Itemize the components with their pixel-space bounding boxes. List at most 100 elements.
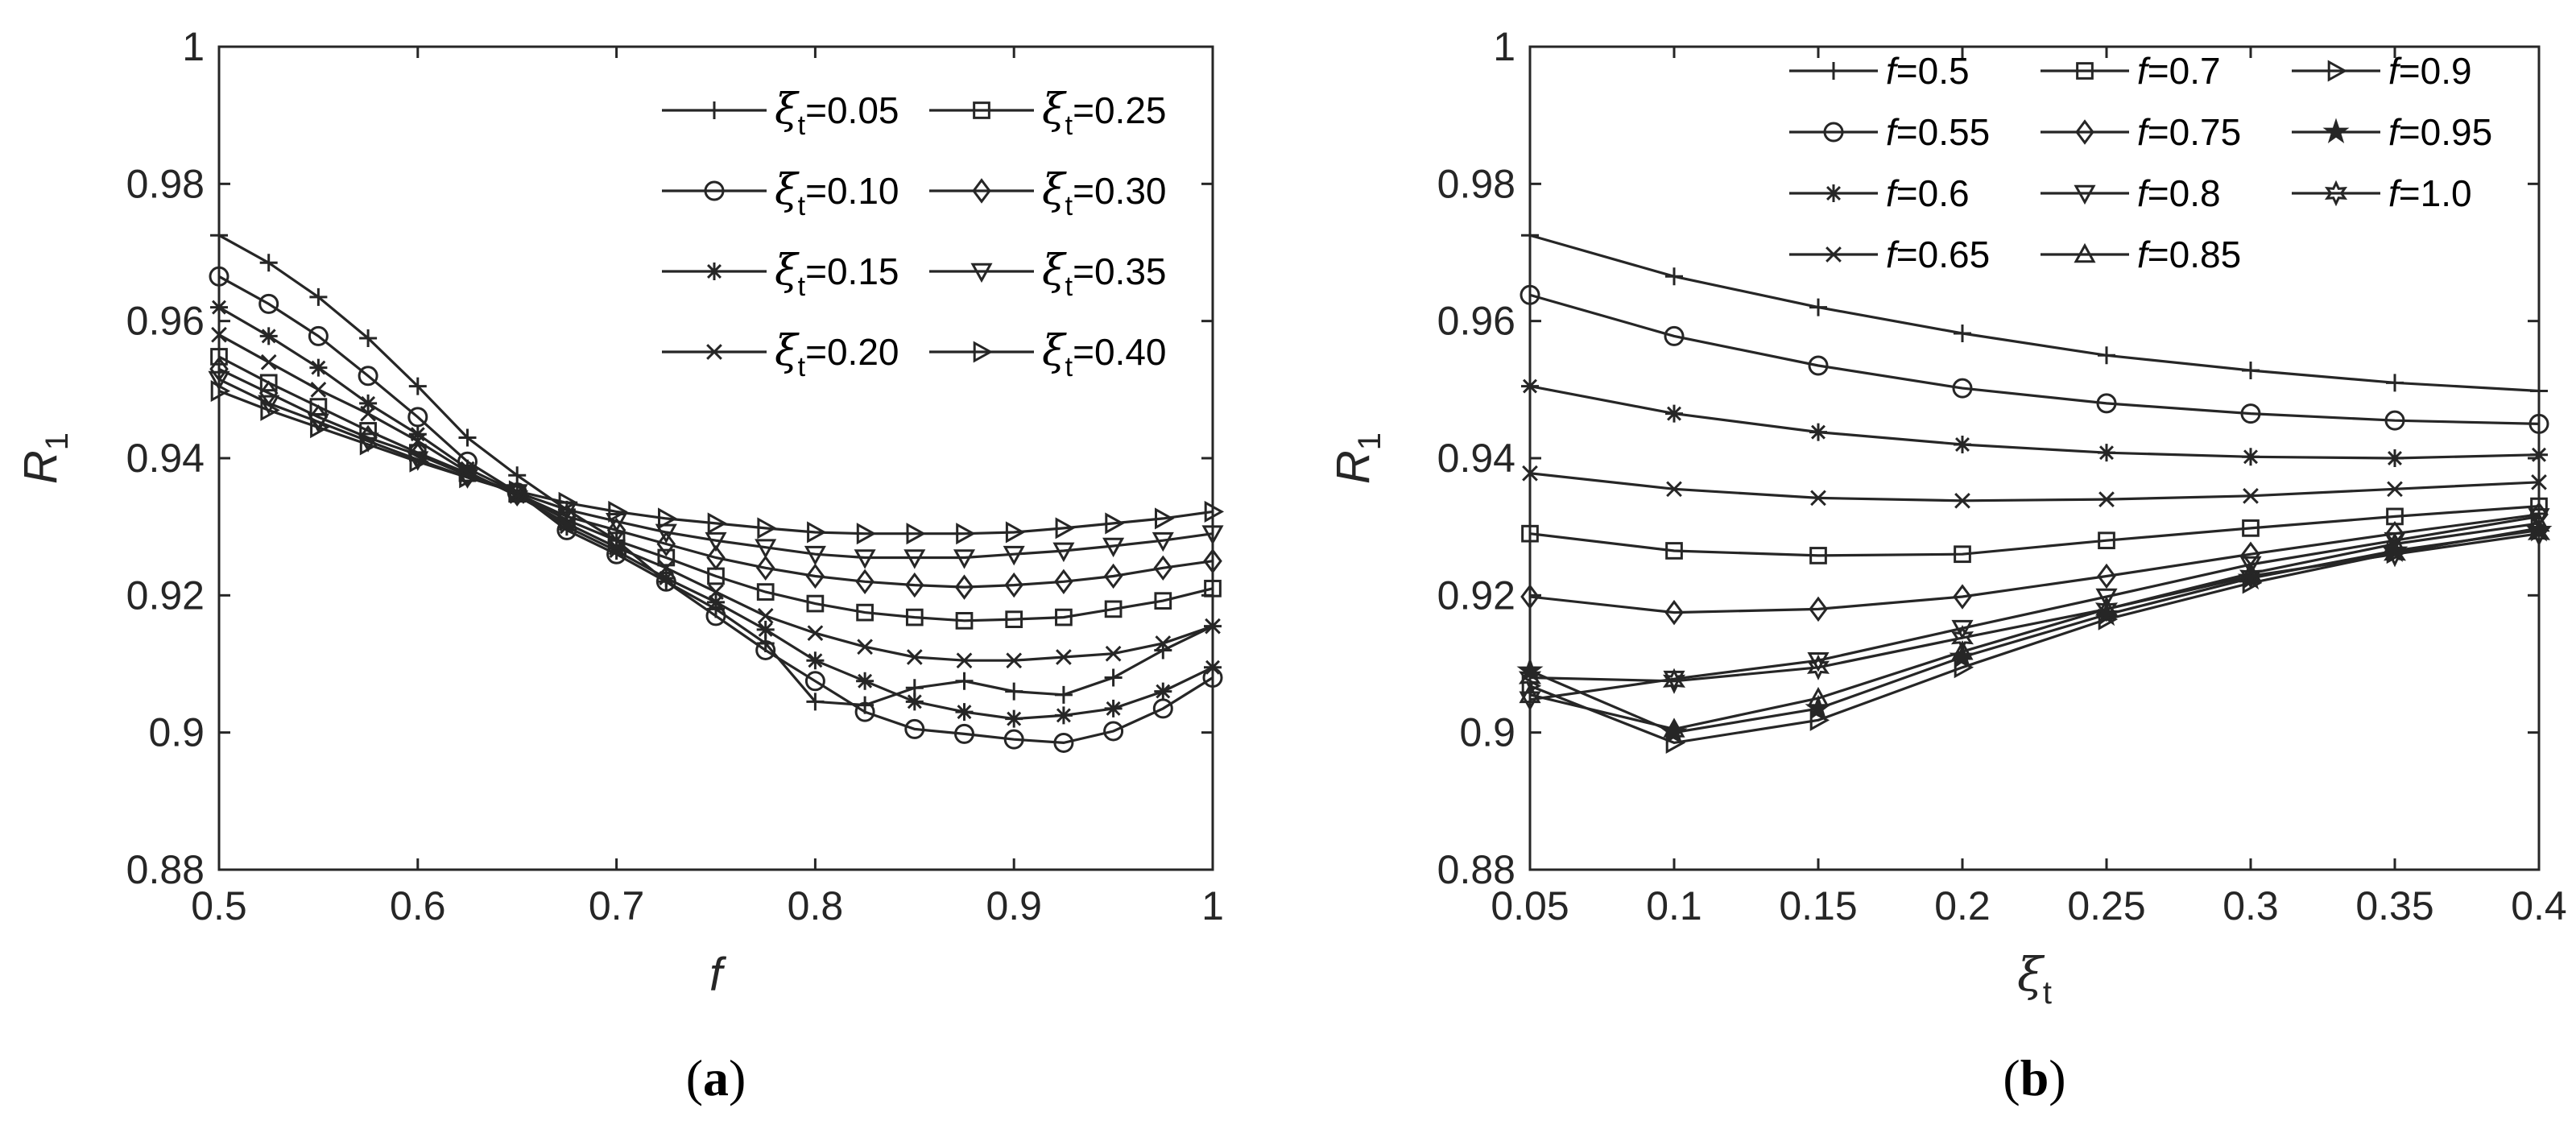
series-line (1529, 505, 2540, 557)
legend-equals: = (805, 89, 827, 131)
legend-label: ξt=0.10 (775, 166, 899, 221)
data-point-shape (1809, 596, 1828, 622)
data-point (1665, 542, 1683, 560)
legend-marker-shape (2074, 242, 2096, 263)
data-point (1103, 721, 1124, 742)
data-point-shape (1952, 378, 1973, 399)
data-point-shape (408, 425, 427, 444)
legend-subscript: t (1065, 191, 1073, 221)
data-point (1952, 378, 1973, 399)
data-point-shape (606, 513, 628, 533)
data-point (1054, 569, 1073, 594)
data-point-shape (1809, 709, 1830, 731)
data-point-shape (804, 545, 826, 566)
data-point-shape (954, 723, 974, 744)
data-point (1809, 298, 1827, 316)
legend-entry: f=0.85 (2041, 234, 2241, 275)
data-point (854, 701, 875, 722)
y-tick-label: 0.98 (126, 161, 205, 206)
data-point-shape (854, 701, 875, 722)
data-point (1809, 423, 1827, 441)
data-point-shape (706, 544, 726, 571)
data-point-shape (856, 523, 877, 545)
legend-value: 0.6 (1918, 172, 1970, 214)
data-point-shape (1003, 729, 1024, 750)
data-point (1105, 512, 1125, 535)
legend-subscript: t (1065, 110, 1073, 141)
data-point (1005, 521, 1026, 544)
data-point (1954, 435, 1971, 453)
data-point-shape (805, 563, 825, 589)
legend-label: ξt=0.05 (775, 85, 899, 141)
legend-symbol: f (2388, 50, 2402, 92)
legend-label: ξt=0.15 (775, 246, 899, 302)
legend-value: 0.35 (1094, 250, 1167, 292)
data-point-shape (2242, 361, 2260, 379)
data-point (2387, 481, 2403, 498)
y-axis-label-subscript: 1 (1352, 432, 1387, 450)
y-axis-label: R1 (1327, 432, 1387, 484)
data-point-shape (2239, 563, 2263, 589)
data-point (805, 563, 825, 589)
data-point (1055, 517, 1075, 540)
data-point-shape (1665, 404, 1683, 423)
x-tick-label: 0.4 (2511, 883, 2567, 928)
data-point-shape (458, 428, 477, 447)
x-tick-label: 0.9 (986, 883, 1042, 928)
data-point (1666, 481, 1682, 498)
x-axis-label-subscript: t (2043, 975, 2052, 1011)
data-point-shape (2095, 588, 2118, 609)
data-point (1153, 555, 1173, 581)
data-point (2242, 519, 2260, 537)
data-point (956, 523, 976, 545)
legend-value: 0.95 (2421, 111, 2493, 153)
data-point (903, 549, 926, 569)
y-tick-label: 0.92 (1437, 573, 1515, 618)
data-point-shape (2094, 596, 2119, 622)
data-point-shape (707, 593, 725, 611)
data-point-shape (2386, 374, 2404, 392)
data-point-shape (1052, 542, 1075, 563)
data-point (955, 703, 974, 722)
legend-symbol: f (1886, 50, 1900, 92)
data-point (2383, 541, 2407, 568)
data-point (260, 399, 280, 421)
data-point (259, 254, 278, 272)
legend-marker-shape (970, 263, 993, 283)
data-point-shape (1805, 694, 1832, 720)
legend-marker (1826, 246, 1842, 263)
data-point (757, 517, 777, 540)
legend-equals: = (1896, 111, 1918, 153)
data-point-shape (1005, 610, 1023, 628)
data-point (857, 639, 873, 655)
legend-subscript: t (1065, 352, 1073, 382)
legend-label: f=0.7 (2137, 50, 2221, 92)
data-point (2098, 491, 2115, 507)
legend-entry: f=0.95 (2292, 111, 2492, 153)
legend-label: f=0.85 (2137, 234, 2241, 275)
series-line (1529, 234, 2540, 393)
data-point (359, 433, 380, 456)
data-point-shape (1103, 721, 1124, 742)
data-point (359, 329, 378, 347)
data-point-shape (2243, 487, 2259, 504)
legend-marker-shape (2074, 184, 2096, 205)
data-point (757, 608, 774, 624)
data-point-shape (1103, 563, 1123, 589)
legend-value: 0.85 (2169, 234, 2242, 275)
data-point (954, 574, 974, 600)
data-point-shape (955, 672, 974, 690)
data-point (904, 718, 925, 739)
legend-symbol: ξ (775, 327, 800, 375)
data-point (1104, 600, 1123, 618)
legend-marker-shape (705, 101, 723, 119)
data-point (458, 428, 477, 447)
data-point (360, 405, 376, 422)
data-point (1809, 547, 1827, 564)
panel-label: (a) (686, 1049, 746, 1106)
legend-equals: = (2399, 111, 2421, 153)
data-point-shape (1004, 572, 1023, 598)
data-point-shape (1104, 668, 1123, 687)
data-point (1665, 267, 1683, 286)
data-point (557, 503, 577, 530)
